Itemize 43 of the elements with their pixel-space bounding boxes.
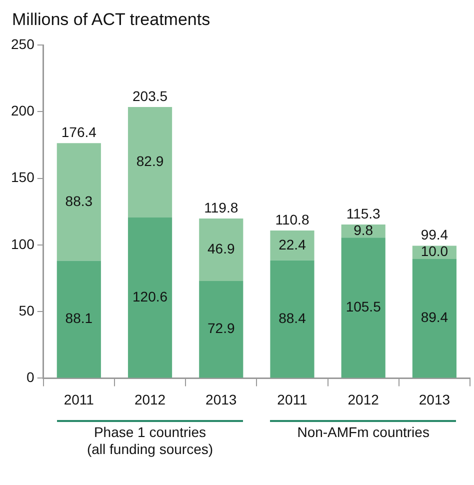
total-label: 203.5 — [132, 88, 168, 104]
x-tick-label: 2012 — [134, 391, 166, 408]
total-label: 99.4 — [420, 226, 448, 243]
data-label: 89.4 — [420, 309, 448, 326]
total-label: 119.8 — [204, 199, 238, 216]
data-label: 105.5 — [346, 298, 382, 315]
data-label: 72.9 — [208, 320, 235, 336]
y-tick-label: 100 — [11, 236, 35, 252]
text: Non-AMFm countries — [296, 424, 430, 442]
x-tick-label: 2012 — [348, 391, 380, 408]
total-label: 176.4 — [61, 124, 97, 140]
data-label: 46.9 — [208, 240, 235, 257]
bar — [199, 218, 244, 282]
data-label: 88.3 — [65, 192, 93, 209]
bar — [128, 106, 172, 218]
x-tick-label: 2013 — [206, 391, 237, 408]
bar — [56, 260, 101, 378]
y-tick-label: 200 — [11, 102, 35, 118]
bar — [199, 281, 244, 378]
bar — [412, 259, 456, 378]
data-label: 88.1 — [65, 310, 93, 326]
y-tick-label: 50 — [18, 302, 35, 318]
data-label: 82.9 — [136, 153, 164, 170]
y-tick-label: 150 — [11, 169, 35, 186]
x-tick-label: 2011 — [64, 391, 94, 408]
data-label: 10.0 — [420, 243, 448, 260]
x-tick-label: 2013 — [418, 391, 450, 408]
data-label: 22.4 — [278, 236, 306, 252]
bar — [270, 230, 314, 260]
data-label: 120.6 — [132, 288, 168, 304]
bar — [128, 217, 172, 378]
data-label: 9.8 — [354, 222, 374, 238]
bar — [56, 143, 101, 261]
bar — [270, 260, 314, 378]
total-label: 115.3 — [346, 205, 381, 222]
text: Phase 1 countries (all funding sources) — [86, 424, 214, 458]
data-label: 88.4 — [278, 310, 306, 326]
y-axis-title: Millions of ACT treatments — [12, 10, 210, 30]
bar — [341, 238, 386, 378]
total-label: 110.8 — [275, 211, 310, 228]
y-tick-label: 0 — [26, 369, 35, 386]
x-tick-label: 2011 — [277, 391, 308, 408]
y-tick-label: 250 — [11, 36, 35, 52]
